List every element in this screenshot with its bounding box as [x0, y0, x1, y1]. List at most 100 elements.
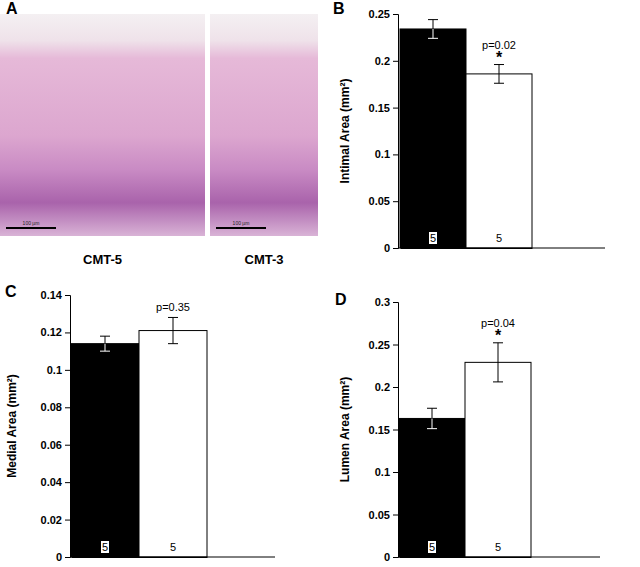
n-label: 5: [170, 541, 176, 553]
y-axis: 00.020.040.060.080.10.120.14: [41, 289, 71, 563]
y-tick-label: 0.12: [41, 326, 62, 338]
y-tick-label: 0.05: [369, 509, 390, 521]
error-bar: [168, 317, 178, 343]
micrograph: [0, 14, 205, 236]
y-tick: 0: [384, 551, 398, 563]
y-axis-title: Intimal Area (mm²): [338, 79, 352, 184]
error-cap: [168, 343, 178, 344]
y-tick-mark: [393, 108, 398, 109]
y-tick-mark: [65, 445, 70, 446]
error-cap: [493, 381, 503, 382]
error-bar-lower: [499, 74, 500, 83]
error-bar-upper: [105, 336, 106, 343]
y-tick-mark: [65, 370, 70, 371]
error-bar-lower: [498, 362, 499, 382]
y-tick-label: 0.02: [41, 514, 62, 526]
error-bar: [493, 343, 503, 382]
bar: [399, 418, 465, 557]
y-tick: 0.05: [369, 509, 398, 521]
micrograph: [210, 14, 318, 236]
image-label: CMT-3: [245, 252, 284, 267]
y-tick-mark: [393, 387, 398, 388]
y-tick-mark: [393, 248, 398, 249]
y-tick-label: 0: [384, 551, 390, 563]
y-tick: 0.25: [369, 339, 398, 351]
y-tick: 0.3: [375, 296, 398, 308]
plot-area: [400, 20, 532, 248]
y-tick: 0.15: [369, 424, 398, 436]
y-tick-mark: [65, 332, 70, 333]
n-label: 5: [102, 541, 108, 553]
y-tick-label: 0.25: [369, 339, 390, 351]
n-label: 5: [496, 232, 502, 244]
y-tick-label: 0.25: [369, 8, 390, 20]
y-tick-mark: [393, 345, 398, 346]
bar: [71, 344, 139, 557]
y-tick-mark: [65, 520, 70, 521]
plot-area: [71, 317, 207, 557]
y-tick-label: 0.04: [41, 476, 63, 488]
panel-label: D: [335, 291, 347, 308]
error-cap: [428, 19, 438, 20]
y-tick-label: 0.1: [375, 466, 390, 478]
y-tick: 0.1: [375, 466, 398, 478]
p-value: p=0.02: [482, 39, 516, 51]
error-bar-lower: [433, 29, 434, 38]
y-axis-title: Medial Area (mm²): [5, 374, 19, 478]
error-bar-upper: [498, 343, 499, 363]
y-tick: 0.05: [369, 195, 398, 207]
error-cap: [494, 83, 504, 84]
bar-panel: B 5 5 *p=0.02 0 0.05 0.1 0.15 0.2 0.25 Intimal Are…: [333, 0, 605, 254]
y-tick-label: 0.1: [375, 148, 390, 160]
error-cap: [428, 38, 438, 39]
scale-bar: [6, 227, 56, 229]
scale-bar-label: 100 µm: [233, 220, 250, 226]
n-label: 5: [495, 541, 501, 553]
y-tick: 0.08: [41, 401, 70, 413]
y-tick: 0.04: [41, 476, 70, 488]
bar: [466, 74, 532, 248]
error-bar: [428, 20, 438, 39]
error-cap: [427, 428, 437, 429]
panel-label: C: [5, 283, 17, 300]
y-tick-mark: [65, 557, 70, 558]
y-tick-mark: [393, 14, 398, 15]
error-cap: [100, 351, 110, 352]
image-panel: A100 µmCMT-5100 µmCMT-3: [0, 0, 318, 267]
image-label: CMT-5: [83, 252, 122, 267]
error-bar: [427, 408, 437, 428]
error-bar: [494, 65, 504, 84]
y-tick-mark: [65, 295, 70, 296]
significance: *: [495, 327, 502, 344]
error-bar-upper: [433, 20, 434, 29]
y-tick-label: 0: [384, 242, 390, 254]
y-tick-label: 0.2: [375, 381, 390, 393]
n-label-box: [101, 541, 109, 553]
n-label: 5: [429, 541, 435, 553]
x-axis-baseline: [398, 557, 600, 558]
y-tick-mark: [393, 302, 398, 303]
y-tick-mark: [393, 557, 398, 558]
y-axis-line: [65, 296, 71, 558]
y-tick-label: 0.2: [375, 55, 390, 67]
y-tick: 0.1: [47, 364, 70, 376]
y-axis: 0 0.05 0.1 0.15 0.2 0.25: [369, 8, 399, 254]
x-axis-baseline: [70, 557, 275, 558]
figure: A100 µmCMT-5100 µmCMT-3B55*p=0.0200.050.…: [0, 0, 640, 567]
y-tick-mark: [393, 201, 398, 202]
y-tick-mark: [393, 154, 398, 155]
error-bar-upper: [499, 65, 500, 74]
y-tick: 0.02: [41, 514, 70, 526]
n-label: 5: [430, 232, 436, 244]
p-value: p=0.35: [156, 301, 190, 313]
panel-label: B: [333, 0, 345, 17]
bar: [465, 362, 531, 557]
error-bar: [100, 336, 110, 351]
n-label-box: [429, 232, 437, 244]
y-tick: 0.2: [375, 55, 398, 67]
plot-area: [399, 343, 531, 557]
error-cap: [100, 336, 110, 337]
y-tick: 0.15: [369, 102, 398, 114]
significance: *: [496, 49, 503, 66]
y-tick-label: 0: [56, 551, 62, 563]
